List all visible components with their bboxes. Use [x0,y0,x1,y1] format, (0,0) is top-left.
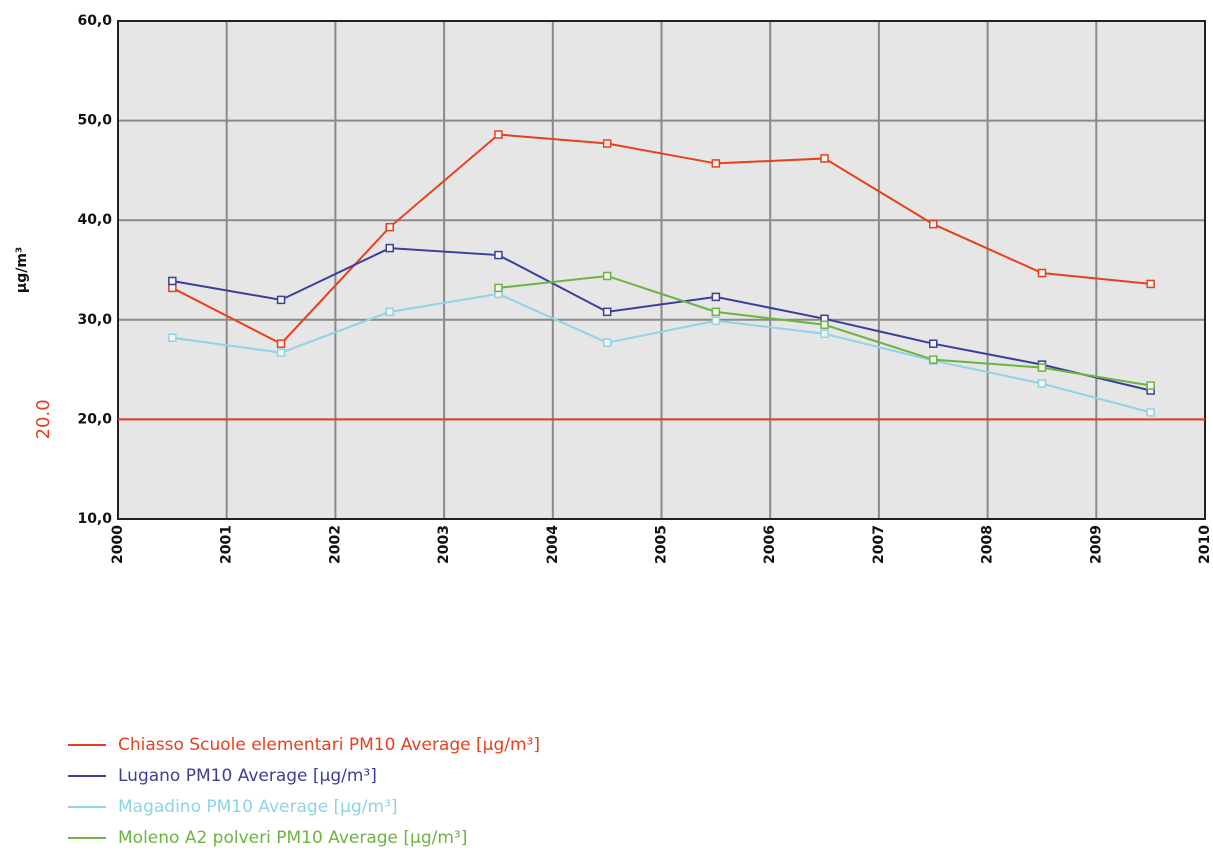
point-marker [385,222,394,232]
point-marker [820,329,829,338]
point-marker [168,276,177,286]
point-marker [1146,381,1155,390]
point-marker [602,338,612,347]
x-tick-label: 2000 [110,525,126,564]
y-tick-label: 30,0 [77,312,112,328]
point-marker [711,307,721,317]
point-marker [1037,363,1047,372]
point-marker [602,139,612,148]
x-tick-label: 2010 [1197,525,1213,564]
legend-label: Magadino PM10 Average [µg/m³] [118,797,398,817]
y-axis-label: µg/m³ [14,247,30,293]
point-marker [385,307,394,317]
y-tick-label: 10,0 [77,511,112,527]
y-tick-label: 20,0 [77,411,112,427]
x-tick-label: 2003 [436,525,452,564]
point-marker [602,307,612,317]
y-tick-label: 60,0 [77,13,112,29]
point-marker [1146,408,1155,417]
point-marker [494,283,503,293]
threshold-label: 20.0 [33,399,54,439]
point-marker [276,339,286,348]
y-tick-label: 50,0 [77,113,112,129]
point-marker [602,271,612,281]
legend-label: Moleno A2 polveri PM10 Average [µg/m³] [118,828,467,848]
point-marker [929,339,938,348]
point-marker [168,283,177,293]
point-marker [1037,268,1047,278]
y-tick-label: 40,0 [77,212,112,228]
point-marker [820,320,829,330]
point-marker [929,355,938,364]
series-line [172,292,1151,414]
x-tick-label: 2001 [219,525,235,564]
point-marker [929,219,938,229]
point-marker [820,154,829,163]
point-marker [385,243,394,253]
point-marker [494,130,503,139]
x-tick-label: 2002 [327,525,343,564]
series-line [172,247,1151,392]
point-marker [1146,279,1155,289]
point-marker [276,295,286,305]
point-marker [276,348,286,357]
x-tick-label: 2006 [762,525,778,564]
legend-label: Lugano PM10 Average [µg/m³] [118,766,377,786]
x-tick-label: 2004 [545,525,561,564]
point-marker [1037,379,1047,388]
point-marker [711,159,721,168]
series-line [171,133,1151,345]
x-tick-label: 2008 [980,525,996,564]
point-marker [168,333,177,342]
point-marker [711,292,721,302]
point-marker [494,250,503,260]
legend-label: Chiasso Scuole elementari PM10 Average [… [118,735,540,755]
point-marker [711,316,721,326]
x-tick-label: 2005 [654,525,670,564]
x-tick-label: 2009 [1088,525,1104,564]
plot-border [117,20,1206,520]
x-tick-label: 2007 [871,525,887,564]
